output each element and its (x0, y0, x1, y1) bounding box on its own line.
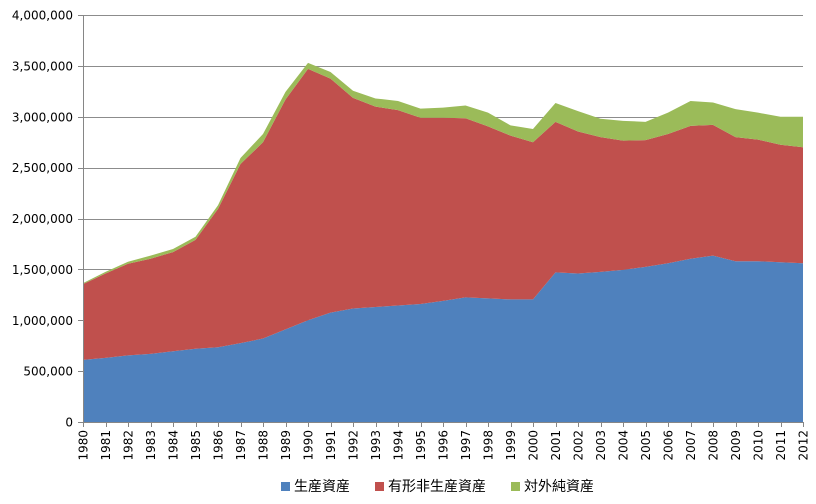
legend-label: 対外純資産 (524, 479, 594, 495)
x-tick-label: 2009 (729, 430, 743, 461)
x-tick-label: 2008 (707, 430, 721, 461)
legend-item: 生産資産 (281, 479, 350, 495)
x-tick-label: 2003 (594, 430, 608, 461)
x-tick-label: 1983 (144, 430, 158, 461)
area-series-2 (83, 68, 803, 360)
x-tick-label: 1989 (279, 430, 293, 461)
x-tick-label: 1985 (189, 430, 203, 461)
x-tick-label: 1994 (392, 430, 406, 461)
x-tick-labels: 1980 1981 1982 1983 1984 1985 1986 1987 1988 1989… (77, 430, 811, 461)
x-tick-label: 1998 (482, 430, 496, 461)
x-tick-label: 2002 (572, 430, 586, 461)
x-tick-label: 1988 (257, 430, 271, 461)
x-tick-label: 1987 (234, 430, 248, 461)
legend-swatch (375, 482, 384, 491)
x-tick-label: 1980 (77, 430, 91, 461)
y-tick-label: 2,000,000 (12, 212, 73, 226)
x-tick-label: 1981 (99, 430, 113, 461)
legend-label: 生産資産 (294, 479, 350, 495)
axes (78, 15, 804, 427)
x-tick-label: 2001 (549, 430, 563, 461)
y-tick-label: 1,000,000 (12, 314, 73, 328)
area-series (83, 62, 803, 422)
legend-swatch (511, 482, 520, 491)
x-tick-label: 1984 (167, 430, 181, 461)
x-tick-label: 2004 (617, 430, 631, 461)
y-tick-label: 500,000 (23, 365, 73, 379)
y-tick-label: 4,000,000 (12, 9, 73, 23)
x-tick-label: 1992 (347, 430, 361, 461)
y-tick-label: 3,500,000 (12, 59, 73, 73)
x-tick-label: 2006 (662, 430, 676, 461)
x-tick-label: 2000 (527, 430, 541, 461)
x-tick-label: 1986 (212, 430, 226, 461)
x-tick-label: 1995 (414, 430, 428, 461)
legend: 生産資産 有形非生産資産 対外純資産 (281, 479, 594, 495)
y-tick-label: 1,500,000 (12, 263, 73, 277)
y-tick-labels: 0 500,000 1,000,000 1,500,000 2,000,000 2,500… (12, 9, 73, 430)
y-tick-label: 3,000,000 (12, 110, 73, 124)
x-tick-label: 2011 (774, 430, 788, 461)
x-tick-label: 1996 (437, 430, 451, 461)
x-tick-label: 2012 (797, 430, 811, 461)
x-tick-label: 1991 (324, 430, 338, 461)
x-tick-label: 1990 (302, 430, 316, 461)
x-tick-label: 1997 (459, 430, 473, 461)
x-tick-label: 1982 (122, 430, 136, 461)
legend-swatch (281, 482, 290, 491)
y-tick-label: 0 (65, 416, 73, 430)
x-tick-label: 1999 (504, 430, 518, 461)
legend-label: 有形非生産資産 (388, 479, 486, 495)
x-tick-label: 2010 (752, 430, 766, 461)
y-tick-label: 2,500,000 (12, 161, 73, 175)
x-tick-label: 1993 (369, 430, 383, 461)
area-series-1 (83, 255, 803, 422)
legend-item: 対外純資産 (511, 479, 594, 495)
x-tick-label: 2007 (684, 430, 698, 461)
legend-item: 有形非生産資産 (375, 479, 486, 495)
x-tick-label: 2005 (639, 430, 653, 461)
